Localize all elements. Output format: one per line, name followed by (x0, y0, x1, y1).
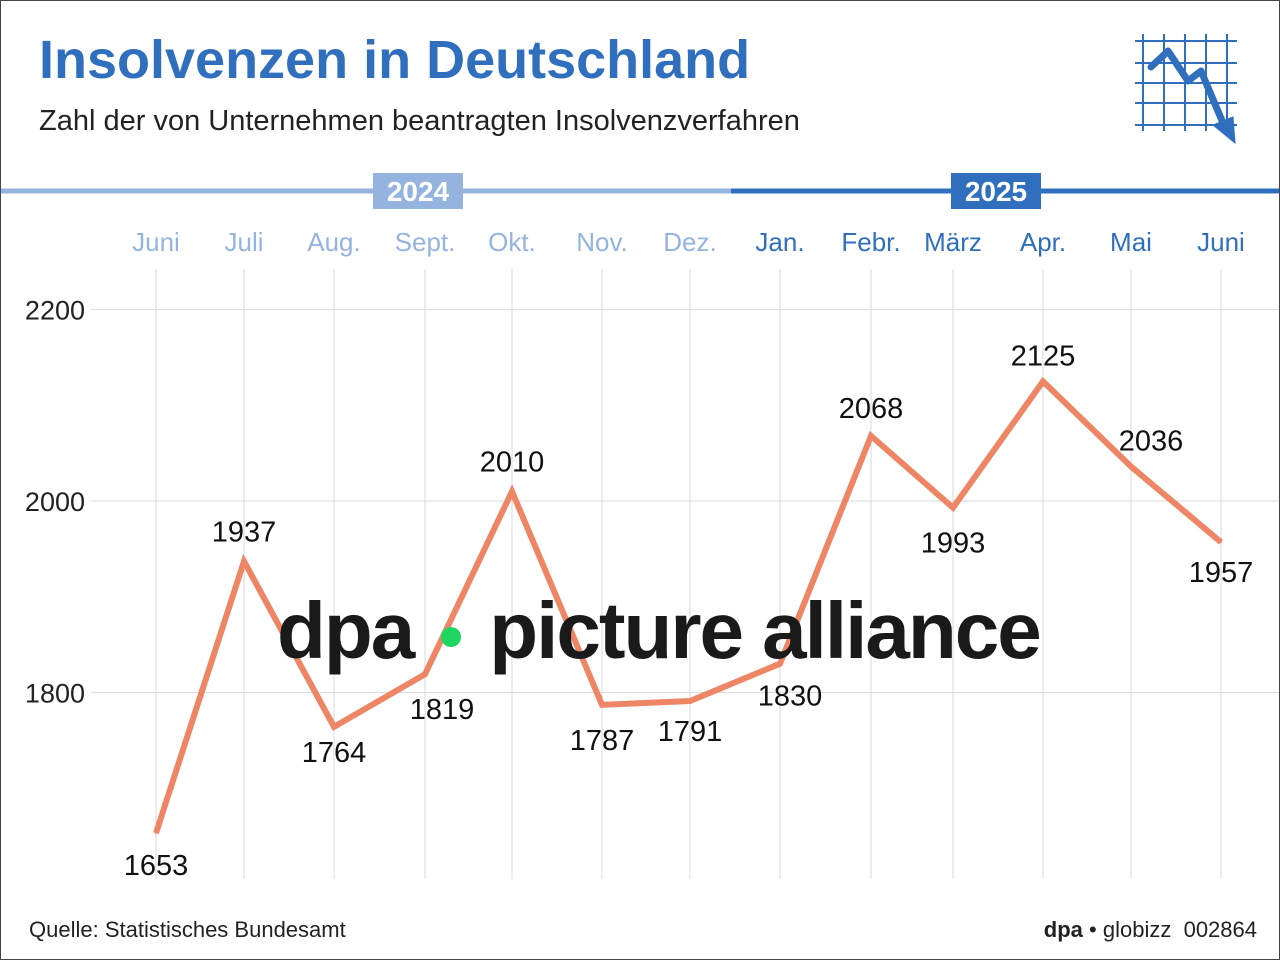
x-tick-label: Mai (1110, 227, 1152, 257)
year-box-2024 (373, 173, 463, 209)
data-point (779, 662, 781, 665)
data-point (601, 703, 603, 706)
data-label: 2036 (1119, 426, 1184, 458)
x-tick-label: Sept. (395, 227, 456, 257)
x-tick-label: Jan. (755, 227, 804, 257)
y-tick-label: 2200 (25, 296, 85, 326)
data-point (952, 506, 954, 509)
x-tick-label: März (924, 227, 982, 257)
data-point (424, 673, 426, 676)
brand-globizz: globizz (1102, 917, 1172, 942)
data-point (1042, 380, 1044, 383)
year-label: 2024 (387, 176, 450, 207)
chart-subtitle: Zahl der von Unternehmen beantragten Ins… (39, 105, 800, 137)
x-tick-label: Juni (132, 227, 180, 257)
data-label: 1653 (124, 850, 189, 882)
y-tick-label: 1800 (25, 678, 85, 708)
chart-title: Insolvenzen in Deutschland (39, 30, 751, 90)
watermark: dpa picture alliance (277, 591, 1042, 671)
data-label: 1993 (921, 528, 986, 560)
data-point (689, 700, 691, 703)
data-label: 1764 (302, 737, 367, 769)
watermark-left: dpa (277, 586, 415, 675)
data-point (333, 725, 335, 728)
data-point (511, 490, 513, 493)
chart-down-icon (1135, 34, 1237, 145)
source-note: Quelle: Statistisches Bundesamt (29, 917, 346, 942)
data-label: 2125 (1011, 340, 1076, 372)
data-point (243, 560, 245, 563)
data-label: 1937 (212, 516, 277, 548)
data-point (1220, 541, 1222, 544)
x-tick-label: Aug. (307, 227, 361, 257)
brand-dpa: dpa (1043, 917, 1083, 942)
data-point (870, 434, 872, 437)
data-point (155, 832, 157, 835)
year-label: 2025 (965, 176, 1027, 207)
data-label: 1787 (570, 725, 635, 757)
data-label: 2010 (480, 446, 545, 478)
watermark-right: picture alliance (489, 586, 1041, 675)
x-tick-label: Apr. (1020, 227, 1066, 257)
data-label: 1791 (658, 716, 723, 748)
x-tick-label: Febr. (841, 227, 900, 257)
graphic-id: 002864 (1183, 917, 1257, 942)
x-tick-label: Juni (1197, 227, 1245, 257)
x-tick-label: Dez. (663, 227, 716, 257)
watermark-dot (441, 626, 462, 647)
data-label: 1819 (410, 694, 475, 726)
y-tick-label: 2000 (25, 487, 85, 517)
year-box-2025 (951, 173, 1041, 209)
x-tick-label: Juli (224, 227, 263, 257)
data-label: 2068 (839, 393, 904, 425)
data-label: 1957 (1189, 557, 1254, 589)
x-tick-label: Nov. (576, 227, 628, 257)
credit: dpa • globizz 002864 (1043, 917, 1257, 942)
x-tick-label: Okt. (488, 227, 536, 257)
data-label: 1830 (758, 681, 823, 713)
data-point (1130, 465, 1132, 468)
